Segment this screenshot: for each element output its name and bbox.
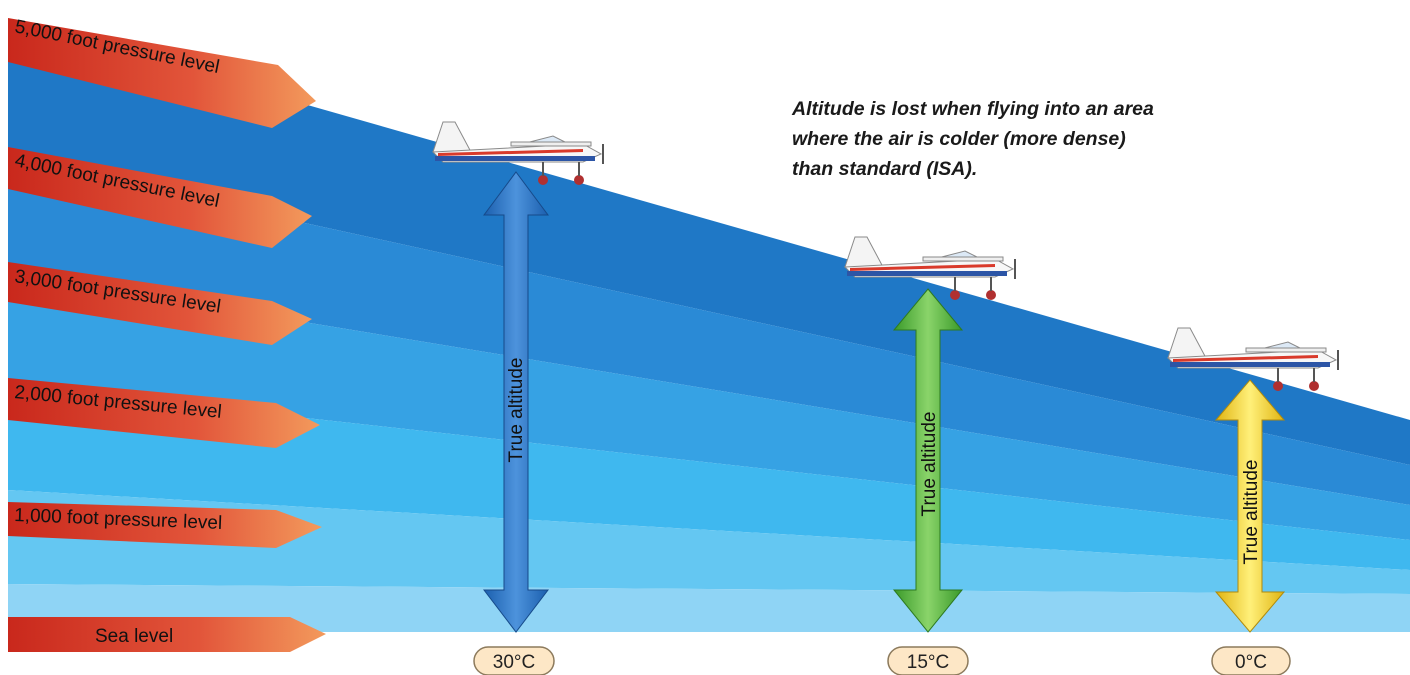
true-altitude-arrow-15c: True altitude (892, 288, 964, 633)
airplane-1 (431, 121, 604, 185)
airplane-3 (1166, 327, 1339, 391)
true-altitude-arrow-30c: True altitude (482, 171, 550, 633)
temperature-label-30c: 30°C (493, 652, 535, 673)
temperature-badge-0c: 0°C (1211, 646, 1291, 675)
airplane-2 (843, 236, 1016, 300)
true-altitude-label-0c: True altitude (1241, 460, 1262, 565)
temperature-label-0c: 0°C (1235, 652, 1267, 673)
temperature-badge-30c: 30°C (473, 646, 555, 675)
temperature-label-15c: 15°C (907, 652, 949, 673)
band-surface (8, 584, 1410, 632)
pressure-bands (8, 40, 1410, 632)
band-1000 (8, 490, 1410, 594)
band-4000 (8, 158, 1410, 505)
level-arrow-2000: 2,000 foot pressure level (8, 378, 320, 448)
level-arrow-1000: 1,000 foot pressure level (8, 502, 322, 548)
explanatory-note: Altitude is lost when flying into an are… (792, 98, 1154, 180)
level-label-sea: Sea level (95, 626, 173, 647)
true-altitude-arrow-0c: True altitude (1214, 379, 1286, 633)
band-5000 (8, 40, 1410, 465)
band-3000 (8, 273, 1410, 540)
band-2000 (8, 385, 1410, 570)
temperature-badge-15c: 15°C (887, 646, 969, 675)
true-altitude-label-30c: True altitude (506, 358, 527, 463)
true-altitude-label-15c: True altitude (919, 412, 940, 517)
level-arrow-sea: Sea level (8, 617, 326, 652)
